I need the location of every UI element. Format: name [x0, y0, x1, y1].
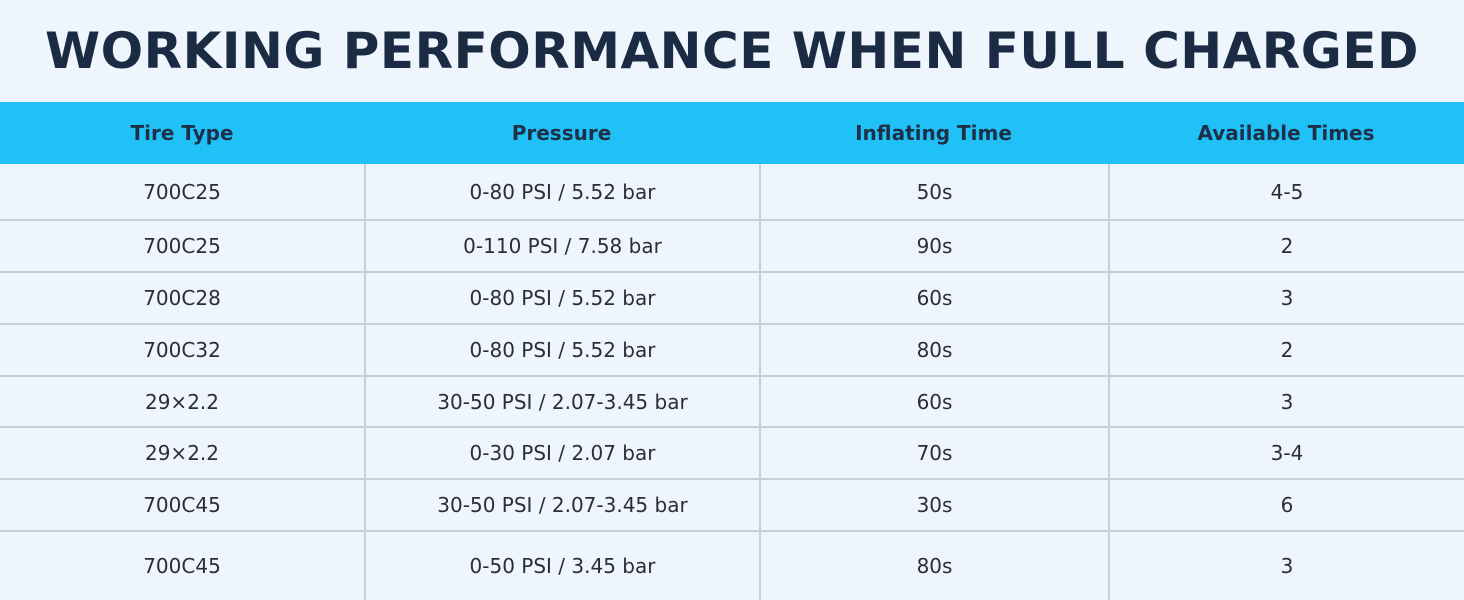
cell-pressure: 30-50 PSI / 2.07-3.45 bar [364, 377, 759, 426]
cell-pressure: 0-80 PSI / 5.52 bar [364, 164, 759, 219]
table-row: 700C32 0-80 PSI / 5.52 bar 80s 2 [0, 325, 1464, 377]
cell-available-times: 2 [1108, 221, 1464, 271]
table-row: 700C45 30-50 PSI / 2.07-3.45 bar 30s 6 [0, 480, 1464, 532]
cell-tire-type: 29×2.2 [144, 441, 219, 465]
column-header-pressure: Pressure [511, 121, 612, 145]
cell-available-times: 3 [1108, 532, 1464, 600]
cell-tire-type: 700C25 [143, 179, 221, 204]
table-row: 700C45 0-50 PSI / 3.45 bar 80s 3 [0, 532, 1464, 600]
cell-pressure: 0-80 PSI / 5.52 bar [364, 325, 759, 375]
cell-available-times: 3 [1108, 273, 1464, 323]
cell-inflating-time: 30s [759, 480, 1108, 530]
table-row: 700C25 0-110 PSI / 7.58 bar 90s 2 [0, 221, 1464, 273]
cell-available-times: 2 [1108, 325, 1464, 375]
cell-inflating-time: 50s [759, 164, 1108, 219]
table-row: 700C25 0-80 PSI / 5.52 bar 50s 4-5 [0, 164, 1464, 221]
column-header-available-times: Available Times [1197, 121, 1375, 145]
cell-inflating-time: 80s [759, 325, 1108, 375]
cell-pressure: 30-50 PSI / 2.07-3.45 bar [364, 480, 759, 530]
cell-tire-type: 700C45 [143, 554, 221, 578]
column-header-inflating-time: Inflating Time [855, 121, 1012, 145]
cell-tire-type: 700C32 [143, 338, 221, 362]
table-row: 700C28 0-80 PSI / 5.52 bar 60s 3 [0, 273, 1464, 325]
table-row: 29×2.2 30-50 PSI / 2.07-3.45 bar 60s 3 [0, 377, 1464, 428]
column-header-tire-type: Tire Type [130, 121, 234, 145]
cell-inflating-time: 80s [759, 532, 1108, 600]
page-title: WORKING PERFORMANCE WHEN FULL CHARGED [44, 22, 1420, 80]
cell-pressure: 0-110 PSI / 7.58 bar [364, 221, 759, 271]
cell-available-times: 3 [1108, 377, 1464, 426]
cell-tire-type: 700C25 [143, 234, 221, 258]
cell-tire-type: 29×2.2 [144, 389, 219, 414]
cell-available-times: 3-4 [1108, 428, 1464, 478]
cell-available-times: 4-5 [1108, 164, 1464, 219]
cell-pressure: 0-50 PSI / 3.45 bar [364, 532, 759, 600]
cell-inflating-time: 70s [759, 428, 1108, 478]
cell-pressure: 0-80 PSI / 5.52 bar [364, 273, 759, 323]
cell-inflating-time: 60s [759, 273, 1108, 323]
performance-table: Tire Type Pressure Inflating Time Availa… [0, 102, 1464, 600]
cell-tire-type: 700C45 [143, 493, 221, 517]
cell-inflating-time: 60s [759, 377, 1108, 426]
table-row: 29×2.2 0-30 PSI / 2.07 bar 70s 3-4 [0, 428, 1464, 480]
cell-inflating-time: 90s [759, 221, 1108, 271]
cell-available-times: 6 [1108, 480, 1464, 530]
cell-pressure: 0-30 PSI / 2.07 bar [364, 428, 759, 478]
table-header-row: Tire Type Pressure Inflating Time Availa… [0, 102, 1464, 164]
cell-tire-type: 700C28 [143, 286, 221, 310]
